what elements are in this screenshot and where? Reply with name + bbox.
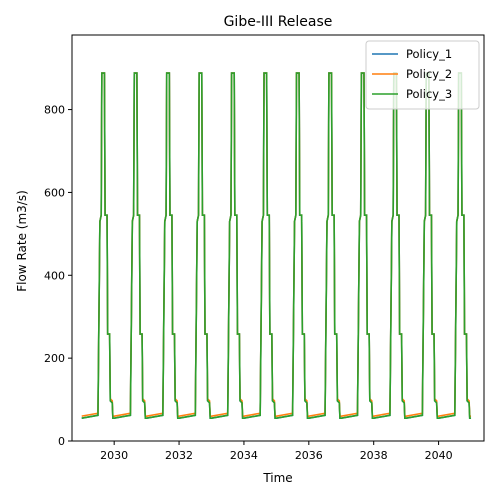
y-axis: 0 200 400 600 800	[44, 104, 72, 448]
x-axis: 2030 2032 2034 2036 2038 2040	[100, 441, 453, 462]
y-tick-label: 600	[44, 186, 65, 199]
x-tick-label: 2040	[425, 449, 453, 462]
chart-title: Gibe-III Release	[224, 14, 333, 30]
x-axis-label: Time	[262, 471, 292, 485]
plot-area	[81, 72, 472, 420]
y-tick-label: 200	[44, 352, 65, 365]
x-tick-label: 2034	[230, 449, 258, 462]
legend: Policy_1 Policy_2 Policy_3	[365, 40, 480, 110]
y-axis-label: Flow Rate (m3/s)	[15, 190, 29, 292]
legend-label-2: Policy_2	[406, 67, 452, 81]
x-tick-label: 2038	[360, 449, 388, 462]
legend-box	[365, 40, 480, 110]
y-tick-label: 0	[58, 435, 65, 448]
legend-label-1: Policy_1	[406, 47, 452, 61]
y-tick-label: 400	[44, 269, 65, 282]
series-line-3	[81, 72, 472, 420]
y-tick-label: 800	[44, 104, 65, 117]
x-tick-label: 2036	[295, 449, 323, 462]
plot-frame	[71, 34, 485, 442]
legend-label-3: Policy_3	[406, 87, 452, 101]
series-line-2	[81, 72, 472, 417]
x-tick-label: 2032	[165, 449, 193, 462]
x-tick-label: 2030	[100, 449, 128, 462]
